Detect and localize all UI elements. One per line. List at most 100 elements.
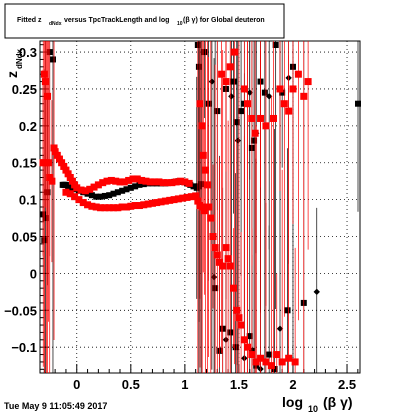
data-point <box>129 175 137 183</box>
data-point <box>106 192 113 199</box>
data-point <box>233 306 241 314</box>
data-point <box>148 199 156 207</box>
data-point <box>170 196 178 204</box>
data-point <box>50 144 58 152</box>
data-point <box>230 284 238 292</box>
data-point <box>215 258 223 266</box>
data-point <box>235 314 243 322</box>
data-point <box>237 321 245 329</box>
x-axis-label-suffix: (β γ) <box>323 394 353 410</box>
x-tick-label: 2.5 <box>338 377 356 392</box>
data-point <box>192 192 200 200</box>
data-point <box>46 173 54 181</box>
data-point <box>313 288 320 296</box>
x-axis-label: log 10 (β γ) <box>282 394 353 414</box>
y-axis-label-main: z <box>4 71 20 78</box>
data-point <box>304 78 312 86</box>
data-point <box>280 100 288 108</box>
data-point <box>88 202 96 210</box>
data-point <box>252 358 260 366</box>
data-point <box>226 63 234 71</box>
y-tick-label: 0.1 <box>19 193 37 208</box>
data-point <box>68 177 76 185</box>
data-point <box>172 178 180 186</box>
data-point <box>234 137 242 144</box>
data-point <box>222 244 230 252</box>
data-point <box>101 204 109 212</box>
chart-title-prefix: Fitted z <box>17 17 42 24</box>
data-point <box>289 85 297 93</box>
data-point <box>75 196 83 204</box>
data-point <box>222 78 230 86</box>
data-point <box>190 183 197 190</box>
y-tick-label: 0.15 <box>12 156 37 171</box>
data-point <box>164 179 172 187</box>
data-point <box>261 89 268 96</box>
data-point <box>133 175 141 183</box>
data-point <box>77 186 85 194</box>
data-point <box>240 85 248 93</box>
data-point <box>199 151 207 159</box>
data-point <box>262 358 270 366</box>
data-point <box>244 100 252 108</box>
data-point <box>107 176 115 184</box>
data-point <box>99 179 107 187</box>
data-point <box>251 129 259 137</box>
data-point <box>224 255 232 263</box>
data-point <box>194 197 202 205</box>
data-point <box>44 92 52 100</box>
data-point <box>131 202 139 210</box>
timestamp: Tue May 9 11:05:49 2017 <box>4 401 107 411</box>
data-point <box>146 178 154 186</box>
data-point <box>213 251 221 259</box>
data-point <box>240 336 248 344</box>
y-axis-label: z dNdx <box>4 48 24 78</box>
data-point <box>179 194 187 202</box>
data-point <box>90 183 98 191</box>
data-point <box>276 85 284 93</box>
data-point <box>60 162 68 170</box>
data-point <box>257 114 265 122</box>
data-point <box>248 351 256 359</box>
data-point <box>181 178 189 186</box>
data-point <box>204 181 212 189</box>
data-point <box>157 198 165 206</box>
data-point <box>151 178 159 186</box>
data-point <box>114 204 122 212</box>
data-point <box>127 184 134 191</box>
y-tick-label: 0.25 <box>12 82 37 97</box>
data-point <box>53 151 61 159</box>
data-point <box>210 273 218 281</box>
x-tick-label: 0.5 <box>122 377 140 392</box>
data-point <box>144 200 152 208</box>
data-point <box>219 262 227 270</box>
data-point <box>94 181 102 189</box>
y-tick-label: 0.3 <box>19 45 37 60</box>
data-point <box>174 195 182 203</box>
data-point <box>228 93 235 100</box>
x-axis-label-main: log <box>282 394 303 410</box>
data-point <box>198 181 205 188</box>
data-point <box>132 183 139 190</box>
data-point <box>201 166 209 174</box>
data-point <box>114 189 121 196</box>
data-point <box>279 89 286 96</box>
data-point <box>233 119 240 126</box>
data-point <box>208 78 216 85</box>
data-point <box>140 201 148 209</box>
data-point <box>93 193 100 200</box>
data-point <box>120 178 128 186</box>
data-point <box>238 108 245 115</box>
chart-title-middle: versus TpcTrackLength and log <box>64 17 169 24</box>
data-point <box>40 70 48 78</box>
data-point <box>142 177 150 185</box>
data-point <box>232 344 239 351</box>
data-point <box>116 178 124 186</box>
data-point <box>278 358 286 366</box>
data-point <box>251 137 258 144</box>
data-point <box>123 186 130 193</box>
data-point <box>97 193 104 200</box>
data-point <box>138 176 146 184</box>
data-point <box>41 78 49 86</box>
